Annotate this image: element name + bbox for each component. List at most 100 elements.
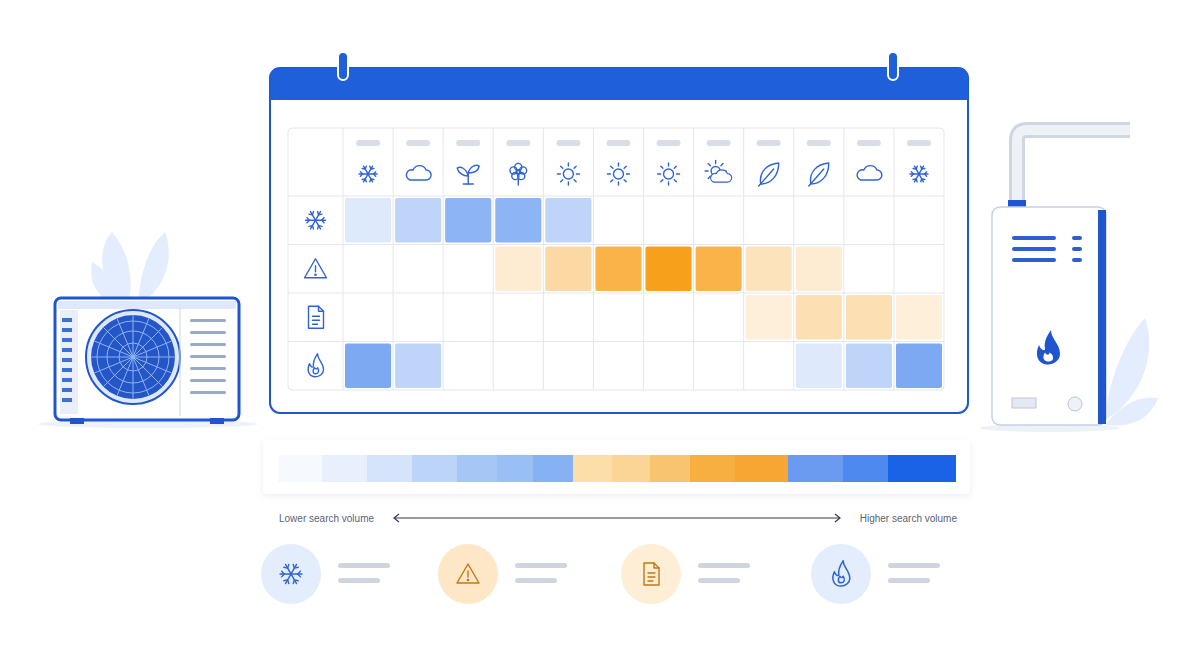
decor <box>60 310 78 414</box>
heat-cell <box>545 247 591 292</box>
decor <box>708 176 710 178</box>
decor <box>913 168 916 170</box>
decor <box>362 168 365 170</box>
decor <box>86 310 180 404</box>
decor <box>705 170 708 171</box>
grid-line <box>288 244 944 245</box>
heat-cell <box>696 295 742 340</box>
decor <box>838 576 844 583</box>
grid-line <box>743 128 744 390</box>
heat-cell <box>646 198 692 243</box>
warning-icon <box>457 564 479 583</box>
heat-cell <box>345 247 391 292</box>
header-placeholder <box>456 140 480 146</box>
decor <box>107 331 159 383</box>
leaf-icon <box>809 163 829 186</box>
decor <box>1043 353 1053 362</box>
decor <box>62 368 72 372</box>
snowflake-icon <box>910 166 928 182</box>
grid-line <box>593 128 594 390</box>
heat-cell <box>796 295 842 340</box>
decor <box>313 316 320 324</box>
decor <box>568 182 569 185</box>
color-bar-segment <box>788 455 844 482</box>
header-placeholder <box>757 140 781 146</box>
color-bar-segment <box>412 455 458 482</box>
grid-line <box>493 128 494 390</box>
decor <box>322 218 324 221</box>
header-placeholder <box>857 140 881 146</box>
heat-cell <box>646 247 692 292</box>
decor <box>574 166 576 168</box>
heat-cell <box>495 247 541 292</box>
boiler <box>980 130 1130 432</box>
decor <box>576 173 579 174</box>
decor <box>618 182 619 185</box>
color-bar-segment <box>573 455 613 482</box>
decor <box>190 391 226 394</box>
heat-cell <box>896 247 942 292</box>
decor <box>315 274 316 275</box>
decor <box>1012 236 1056 240</box>
decor <box>190 331 226 334</box>
decor <box>715 161 716 164</box>
color-bar-segment <box>735 455 789 482</box>
color-bar-segment <box>690 455 736 482</box>
decor <box>288 580 289 584</box>
decor <box>312 226 313 229</box>
decor <box>62 378 72 382</box>
grid-line <box>443 128 444 390</box>
decor <box>457 167 468 176</box>
decor <box>915 179 917 182</box>
document-icon <box>309 306 324 328</box>
header-placeholder <box>907 140 931 146</box>
header-placeholder <box>707 140 731 146</box>
decor <box>263 440 970 494</box>
decor <box>568 163 569 166</box>
legend-placeholder <box>888 563 940 568</box>
cells <box>345 198 942 388</box>
decor <box>62 388 72 392</box>
decor <box>119 343 147 371</box>
decor <box>992 207 1106 425</box>
heat-cell <box>896 295 942 340</box>
heat-cell <box>746 344 792 389</box>
heat-cell <box>395 247 441 292</box>
decor <box>309 306 324 328</box>
heat-cell <box>345 295 391 340</box>
heat-cell <box>696 344 742 389</box>
legend-placeholder <box>338 563 390 568</box>
decor <box>563 169 573 179</box>
decor <box>668 182 669 185</box>
decor <box>661 166 663 168</box>
heat-cell <box>595 198 641 243</box>
decor <box>658 173 661 174</box>
decor <box>1105 397 1158 425</box>
legend-circle <box>438 544 498 604</box>
heat-cell <box>746 198 792 243</box>
decor <box>467 579 468 580</box>
sun-cloud-icon <box>705 161 732 183</box>
decor <box>294 579 298 581</box>
decor <box>708 164 710 166</box>
decor <box>1072 247 1082 251</box>
decor <box>315 266 316 272</box>
color-bar-segment <box>322 455 368 482</box>
decor <box>674 166 676 168</box>
leaf-icon <box>759 163 779 186</box>
legend-placeholder <box>698 563 750 568</box>
decor <box>574 180 576 182</box>
decor <box>888 52 898 80</box>
heat-cell <box>595 247 641 292</box>
range-arrow <box>394 514 840 522</box>
decor <box>307 220 309 223</box>
decor <box>648 573 655 581</box>
decor <box>1012 258 1056 262</box>
grid-line <box>393 128 394 390</box>
color-bar-segment <box>533 455 574 482</box>
heat-cell <box>646 344 692 389</box>
heat-cell <box>345 198 391 243</box>
heat-cell <box>796 344 842 389</box>
canvas: Lower search volumeHigher search volume <box>0 0 1200 658</box>
decor <box>180 308 181 416</box>
